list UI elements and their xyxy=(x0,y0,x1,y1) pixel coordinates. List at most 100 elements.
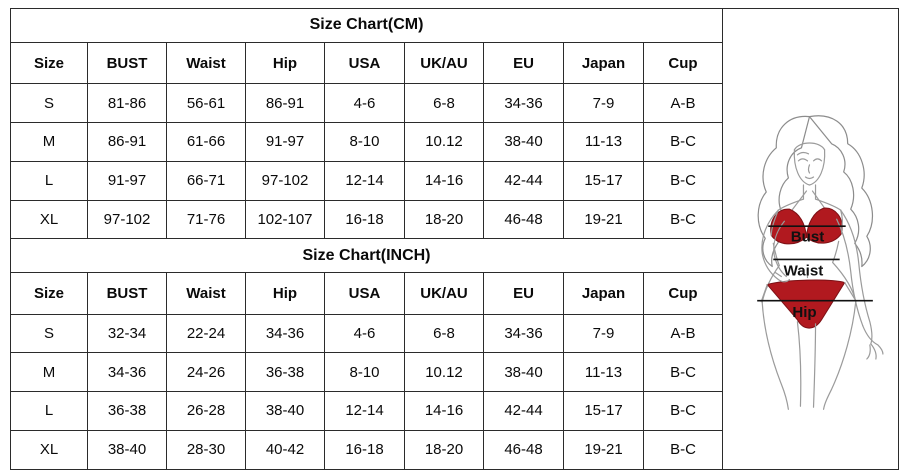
table-row: XL 97-102 71-76 102-107 16-18 18-20 46-4… xyxy=(10,199,724,240)
size-cell: L xyxy=(10,391,88,431)
col-header-ukau: UK/AU xyxy=(404,41,484,85)
size-cell: M xyxy=(10,352,88,393)
table-cell: 15-17 xyxy=(563,160,644,201)
table-cell: 97-102 xyxy=(87,199,167,240)
table-cell: 14-16 xyxy=(404,160,484,201)
table-cell: 19-21 xyxy=(563,199,644,240)
col-header-usa: USA xyxy=(324,271,405,315)
table-cell: 46-48 xyxy=(483,199,564,240)
hair-outline xyxy=(808,115,874,268)
size-cell: S xyxy=(10,83,88,124)
measurement-guide-panel: Bust Waist Hip xyxy=(723,8,900,470)
right-arm xyxy=(836,209,873,345)
table-cell: 86-91 xyxy=(245,83,325,124)
table-cell: 86-91 xyxy=(87,122,167,162)
col-header-hip: Hip xyxy=(245,41,325,85)
table-cell: B-C xyxy=(642,199,724,240)
col-header-hip: Hip xyxy=(245,271,325,315)
table-row: L 36-38 26-28 38-40 12-14 14-16 42-44 15… xyxy=(10,391,724,431)
table-cell: 26-28 xyxy=(166,391,246,431)
waist-label: Waist xyxy=(784,263,824,280)
table-cell: A-B xyxy=(642,313,724,354)
table-cell: 18-20 xyxy=(404,429,484,470)
table-row: L 91-97 66-71 97-102 12-14 14-16 42-44 1… xyxy=(10,160,724,201)
col-header-size: Size xyxy=(10,271,88,315)
table-row: S 32-34 22-24 34-36 4-6 6-8 34-36 7-9 A-… xyxy=(10,313,724,354)
torso-outline xyxy=(761,209,857,304)
size-cell: L xyxy=(10,160,88,201)
column-header-row: Size BUST Waist Hip USA UK/AU EU Japan C… xyxy=(10,41,724,85)
table-cell: 34-36 xyxy=(87,352,167,393)
table-cell: 7-9 xyxy=(563,313,644,354)
table-cell: 97-102 xyxy=(245,160,325,201)
table-cell: 34-36 xyxy=(483,313,564,354)
table-row: M 86-91 61-66 91-97 8-10 10.12 38-40 11-… xyxy=(10,122,724,162)
table-cell: 14-16 xyxy=(404,391,484,431)
col-header-usa: USA xyxy=(324,41,405,85)
table-cell: 32-34 xyxy=(87,313,167,354)
model-illustration: Bust Waist Hip xyxy=(757,115,884,410)
table-cell: 24-26 xyxy=(166,352,246,393)
left-arm xyxy=(761,209,791,283)
table-cell: 40-42 xyxy=(245,429,325,470)
table-cell: 18-20 xyxy=(404,199,484,240)
col-header-waist: Waist xyxy=(166,271,246,315)
size-cell: XL xyxy=(10,429,88,470)
table-cell: 36-38 xyxy=(245,352,325,393)
table-title-row: Size Chart(INCH) xyxy=(9,238,724,273)
table-cell: 4-6 xyxy=(324,313,405,354)
table-row: S 81-86 56-61 86-91 4-6 6-8 34-36 7-9 A-… xyxy=(10,83,724,124)
size-chart-table: Size Chart(CM) Size BUST Waist Hip USA U… xyxy=(9,8,724,470)
table-cell: 61-66 xyxy=(166,122,246,162)
table-title-row: Size Chart(CM) xyxy=(9,8,724,43)
face-outline xyxy=(793,149,826,186)
table-cell: B-C xyxy=(642,352,724,393)
table-cell: 38-40 xyxy=(87,429,167,470)
bikini-bottom-strings xyxy=(760,281,857,303)
table-cell: 56-61 xyxy=(166,83,246,124)
table-cell: 22-24 xyxy=(166,313,246,354)
table-cell: 42-44 xyxy=(483,391,564,431)
table-title-inch: Size Chart(INCH) xyxy=(9,238,724,273)
col-header-cup: Cup xyxy=(642,271,724,315)
table-cell: B-C xyxy=(642,160,724,201)
table-cell: 28-30 xyxy=(166,429,246,470)
table-cell: 38-40 xyxy=(483,352,564,393)
col-header-ukau: UK/AU xyxy=(404,271,484,315)
table-cell: 38-40 xyxy=(483,122,564,162)
table-cell: 6-8 xyxy=(404,83,484,124)
mouth xyxy=(804,176,815,180)
table-cell: 16-18 xyxy=(324,199,405,240)
neck xyxy=(802,184,817,200)
table-title-cm: Size Chart(CM) xyxy=(9,8,724,43)
size-cell: XL xyxy=(10,199,88,240)
col-header-japan: Japan xyxy=(563,41,644,85)
table-row: XL 38-40 28-30 40-42 16-18 18-20 46-48 1… xyxy=(10,429,724,470)
table-cell: 15-17 xyxy=(563,391,644,431)
shoulders xyxy=(777,198,842,211)
table-cell: 11-13 xyxy=(563,352,644,393)
table-cell: 6-8 xyxy=(404,313,484,354)
bust-label: Bust xyxy=(791,228,825,245)
size-cell: M xyxy=(10,122,88,162)
table-cell: 8-10 xyxy=(324,122,405,162)
table-cell: 4-6 xyxy=(324,83,405,124)
hip-label: Hip xyxy=(792,304,816,321)
hairline xyxy=(793,142,826,151)
col-header-size: Size xyxy=(10,41,88,85)
table-cell: 10.12 xyxy=(404,122,484,162)
table-cell: A-B xyxy=(642,83,724,124)
col-header-bust: BUST xyxy=(87,271,167,315)
table-cell: 7-9 xyxy=(563,83,644,124)
col-header-cup: Cup xyxy=(642,41,724,85)
table-cell: 8-10 xyxy=(324,352,405,393)
table-cell: 11-13 xyxy=(563,122,644,162)
col-header-eu: EU xyxy=(483,271,564,315)
table-cell: 66-71 xyxy=(166,160,246,201)
table-cell: 38-40 xyxy=(245,391,325,431)
col-header-eu: EU xyxy=(483,41,564,85)
table-cell: 91-97 xyxy=(245,122,325,162)
table-cell: B-C xyxy=(642,429,724,470)
col-header-bust: BUST xyxy=(87,41,167,85)
